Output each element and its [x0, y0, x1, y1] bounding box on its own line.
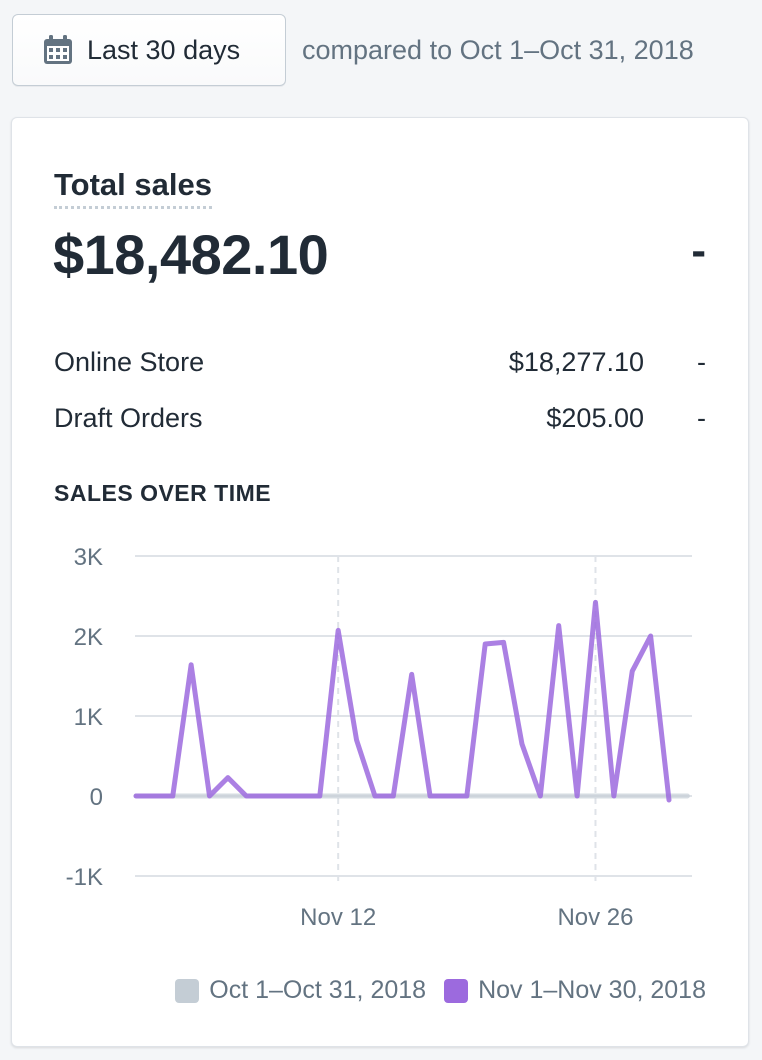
breakdown-delta: - [697, 403, 706, 433]
date-range-label: Last 30 days [87, 34, 241, 65]
breakdown-delta: - [697, 347, 706, 377]
total-sales-delta: - [691, 226, 706, 275]
series-line-current [133, 599, 672, 803]
breakdown-amount: $205.00 [546, 403, 644, 433]
breakdown-amount: $18,277.10 [508, 347, 644, 377]
sales-over-time-chart[interactable]: 3K 2K 1K 0 -1K Nov 12 Nov 26 [12, 118, 748, 958]
chart-legend: Oct 1–Oct 31, 2018 Nov 1–Nov 30, 2018 [157, 976, 706, 1005]
comparison-text: compared to Oct 1–Oct 31, 2018 [302, 34, 694, 65]
breakdown-name: Draft Orders [54, 403, 203, 433]
y-tick-label: 1K [74, 704, 103, 731]
calendar-icon [41, 33, 75, 67]
legend-label-previous: Oct 1–Oct 31, 2018 [209, 976, 427, 1004]
total-sales-card: Total sales $18,482.10 - Online Store $1… [11, 117, 749, 1047]
x-tick-label: Nov 12 [300, 904, 376, 931]
y-tick-label: 0 [90, 784, 103, 811]
legend-swatch-previous [175, 978, 200, 1003]
x-tick-label: Nov 26 [557, 904, 633, 931]
legend-item-current[interactable]: Nov 1–Nov 30, 2018 [444, 976, 706, 1005]
y-tick-label: 3K [74, 544, 103, 571]
date-range-button[interactable]: Last 30 days [12, 14, 286, 86]
breakdown-name: Online Store [54, 347, 205, 377]
date-range-bar: Last 30 days compared to Oct 1–Oct 31, 2… [12, 14, 750, 86]
breakdown-row-online-store: Online Store $18,277.10 - [54, 347, 706, 387]
card-title[interactable]: Total sales [54, 166, 212, 210]
y-tick-label: -1K [66, 864, 103, 891]
breakdown-row-draft-orders: Draft Orders $205.00 - [54, 403, 706, 443]
legend-item-previous[interactable]: Oct 1–Oct 31, 2018 [175, 976, 426, 1005]
legend-swatch-current [444, 978, 469, 1003]
section-heading: SALES OVER TIME [54, 480, 272, 506]
total-sales-value: $18,482.10 [53, 223, 329, 286]
legend-label-current: Nov 1–Nov 30, 2018 [478, 976, 706, 1004]
y-tick-label: 2K [74, 624, 103, 651]
